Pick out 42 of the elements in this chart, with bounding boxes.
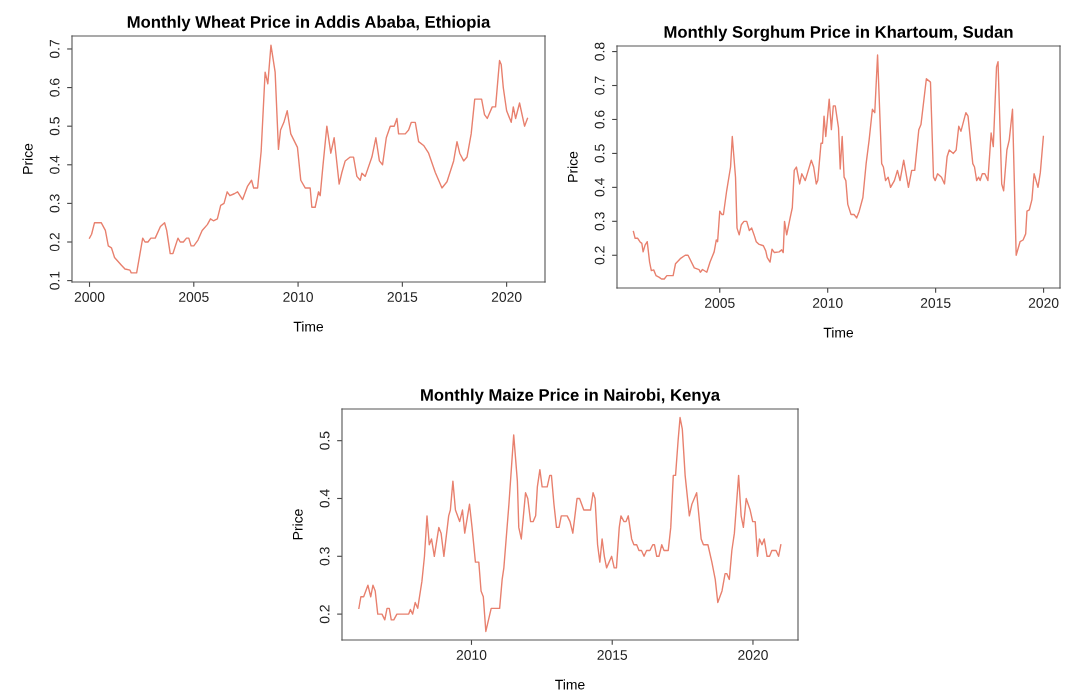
y-tick-label: 0.2	[319, 605, 330, 624]
x-tick-label: 2015	[597, 650, 628, 660]
y-tick-label: 0.3	[319, 547, 330, 566]
chart-title: Monthly Maize Price in Nairobi, Kenya	[421, 388, 721, 405]
y-tick-label: 0.6	[594, 110, 605, 129]
line-series	[88, 44, 529, 274]
x-tick-label: 2020	[1028, 298, 1059, 308]
y-tick-label: 0.5	[319, 431, 330, 450]
chart-title: Monthly Sorghum Price in Khartoum, Sudan	[664, 25, 1013, 42]
x-tick-label: 2020	[738, 650, 768, 660]
x-tick-label: 2015	[920, 298, 951, 308]
y-tick-label: 0.1	[49, 271, 60, 290]
y-tick-label: 0.4	[49, 155, 60, 174]
y-tick-label: 0.8	[594, 42, 605, 61]
chart-title: Monthly Wheat Price in Addis Ababa, Ethiopia	[127, 15, 491, 32]
y-tick-label: 0.6	[49, 78, 60, 97]
x-tick-label: 2010	[812, 298, 843, 308]
x-axis-title: Time	[823, 327, 854, 338]
y-tick-label: 0.5	[49, 117, 60, 136]
y-tick-label: 0.5	[594, 144, 605, 163]
x-tick-label: 2005	[705, 298, 735, 308]
x-tick-label: 2015	[387, 292, 418, 302]
line-series	[632, 54, 1045, 280]
y-tick-label: 0.3	[49, 194, 60, 213]
y-tick-label: 0.2	[594, 246, 605, 265]
y-axis-title: Price	[292, 509, 303, 540]
x-tick-label: 2010	[283, 292, 313, 302]
y-tick-label: 0.7	[594, 76, 605, 95]
x-tick-label: 2020	[491, 292, 522, 302]
x-tick-label: 2000	[74, 292, 105, 302]
line-series	[358, 416, 782, 633]
x-axis-title: Time	[555, 679, 585, 690]
x-axis-title: Time	[293, 321, 324, 332]
y-tick-label: 0.4	[594, 178, 605, 197]
y-tick-label: 0.4	[319, 489, 330, 508]
y-axis-title: Price	[22, 143, 33, 174]
y-tick-label: 0.2	[49, 233, 60, 252]
y-axis-title: Price	[567, 151, 578, 182]
y-tick-label: 0.3	[594, 212, 605, 231]
y-tick-label: 0.7	[49, 40, 60, 59]
x-tick-label: 2005	[179, 292, 209, 302]
x-tick-label: 2010	[456, 650, 487, 660]
